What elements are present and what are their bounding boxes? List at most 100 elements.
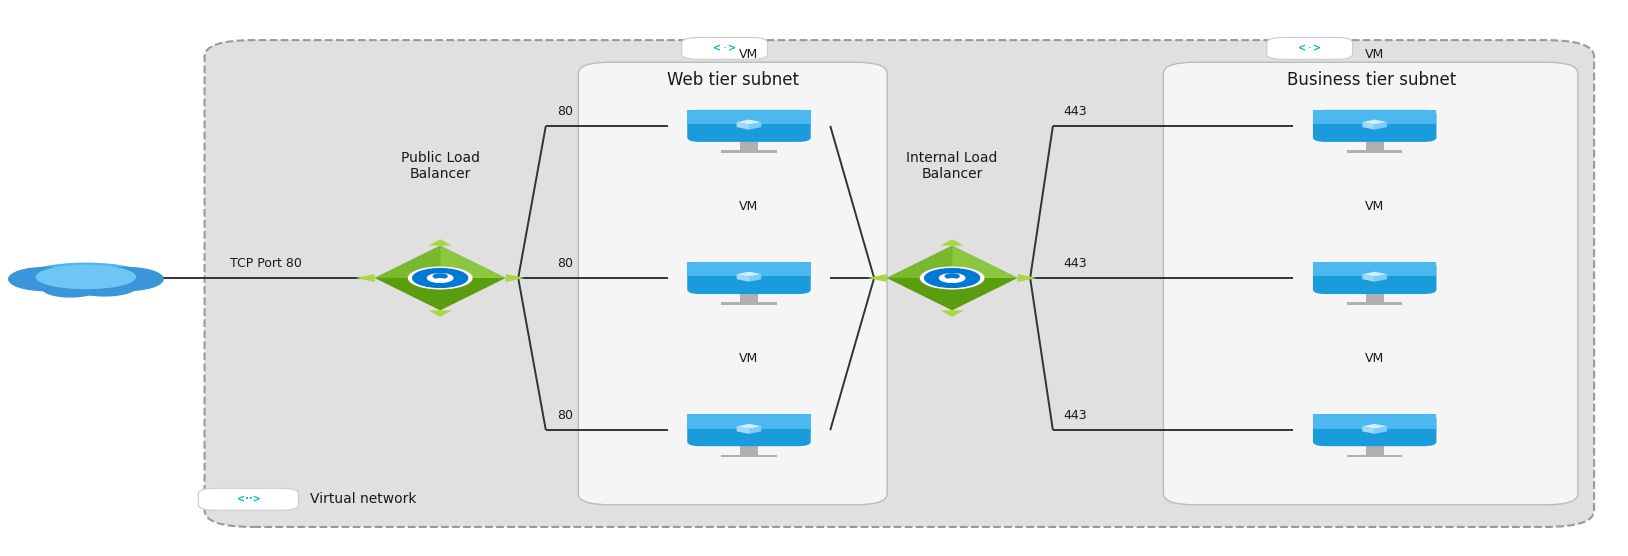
Polygon shape [374, 246, 506, 310]
FancyBboxPatch shape [687, 262, 811, 294]
Ellipse shape [24, 264, 148, 292]
Text: 443: 443 [1063, 409, 1088, 422]
Bar [739, 294, 759, 302]
FancyBboxPatch shape [1312, 262, 1436, 294]
Polygon shape [1363, 122, 1374, 130]
Polygon shape [1374, 122, 1387, 130]
Polygon shape [440, 246, 506, 278]
Polygon shape [941, 239, 964, 246]
Text: VM: VM [1364, 200, 1384, 213]
Polygon shape [736, 272, 762, 277]
Polygon shape [736, 274, 749, 282]
Ellipse shape [42, 280, 98, 297]
Text: 80: 80 [557, 257, 573, 270]
Bar [1366, 294, 1384, 302]
Bar [1366, 446, 1384, 455]
Circle shape [947, 279, 957, 282]
Polygon shape [749, 274, 762, 282]
Polygon shape [749, 426, 762, 434]
FancyBboxPatch shape [205, 40, 1594, 527]
Circle shape [428, 274, 453, 282]
Circle shape [414, 269, 467, 287]
Text: 80: 80 [557, 409, 573, 422]
Bar [1346, 150, 1402, 152]
Text: <  >: < > [1298, 43, 1322, 53]
Polygon shape [736, 426, 749, 434]
Ellipse shape [36, 265, 135, 289]
Ellipse shape [8, 267, 83, 291]
Bar [739, 446, 759, 455]
Ellipse shape [73, 279, 135, 296]
FancyBboxPatch shape [199, 488, 298, 510]
Text: Public Load
Balancer: Public Load Balancer [400, 151, 480, 181]
Polygon shape [941, 310, 964, 317]
Text: Web tier subnet: Web tier subnet [667, 71, 799, 88]
Polygon shape [428, 310, 453, 317]
Polygon shape [952, 246, 1018, 278]
Polygon shape [868, 274, 887, 282]
Polygon shape [374, 246, 440, 278]
Polygon shape [887, 246, 952, 278]
Bar [721, 455, 777, 457]
Text: VM: VM [1364, 352, 1384, 365]
Circle shape [925, 269, 980, 287]
Text: 80: 80 [557, 105, 573, 117]
Bar [687, 110, 811, 124]
Polygon shape [736, 120, 762, 125]
Text: VM: VM [1364, 48, 1384, 61]
Text: VM: VM [739, 48, 759, 61]
Text: TCP Port 80: TCP Port 80 [231, 257, 303, 270]
Circle shape [409, 267, 472, 289]
Polygon shape [887, 246, 1018, 310]
Circle shape [920, 267, 983, 289]
Bar [1346, 455, 1402, 457]
Circle shape [433, 274, 448, 279]
Text: Virtual network: Virtual network [311, 492, 417, 507]
Text: ·: · [1307, 42, 1312, 55]
FancyBboxPatch shape [682, 37, 767, 59]
FancyBboxPatch shape [687, 414, 811, 446]
Polygon shape [736, 424, 762, 429]
Text: 443: 443 [1063, 105, 1088, 117]
Text: <··>: <··> [236, 494, 260, 504]
Bar [1366, 142, 1384, 150]
Polygon shape [1363, 274, 1374, 282]
FancyBboxPatch shape [1164, 62, 1578, 505]
Polygon shape [1374, 426, 1387, 434]
Text: Business tier subnet: Business tier subnet [1286, 71, 1455, 88]
Circle shape [946, 274, 959, 279]
Bar [721, 302, 777, 305]
Polygon shape [355, 274, 374, 282]
Polygon shape [1363, 272, 1387, 277]
Circle shape [939, 274, 965, 282]
Text: <  >: < > [713, 43, 736, 53]
FancyBboxPatch shape [687, 110, 811, 142]
FancyBboxPatch shape [1312, 414, 1436, 446]
Bar [1312, 262, 1436, 276]
Bar [721, 150, 777, 152]
Polygon shape [749, 122, 762, 130]
Bar [1312, 414, 1436, 429]
Polygon shape [428, 239, 453, 246]
Bar [1312, 110, 1436, 124]
Bar [739, 142, 759, 150]
Text: ·: · [723, 42, 726, 55]
Bar [1346, 302, 1402, 305]
Text: Internal Load
Balancer: Internal Load Balancer [907, 151, 998, 181]
Bar [687, 262, 811, 276]
Polygon shape [736, 122, 749, 130]
Bar [687, 414, 811, 429]
FancyBboxPatch shape [1312, 110, 1436, 142]
Polygon shape [1363, 424, 1387, 429]
FancyBboxPatch shape [578, 62, 887, 505]
FancyBboxPatch shape [1267, 37, 1353, 59]
Circle shape [435, 279, 446, 282]
Polygon shape [506, 274, 524, 282]
Text: 443: 443 [1063, 257, 1088, 270]
Polygon shape [1363, 120, 1387, 125]
Ellipse shape [90, 267, 163, 291]
Polygon shape [1363, 426, 1374, 434]
Polygon shape [1374, 274, 1387, 282]
Text: VM: VM [739, 200, 759, 213]
Polygon shape [1018, 274, 1037, 282]
